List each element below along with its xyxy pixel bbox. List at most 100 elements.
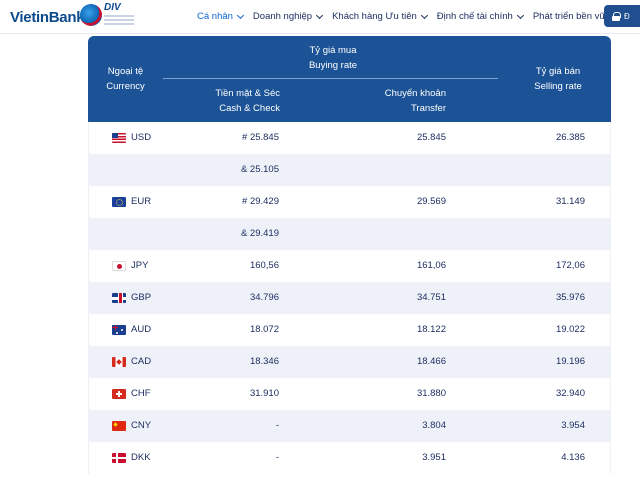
table-row: CAD 18.346 18.466 19.196 [88,346,611,378]
table-row: AUD 18.072 18.122 19.022 [88,314,611,346]
header-selling-en: Selling rate [534,81,582,92]
chevron-down-icon [316,11,324,19]
header-transfer: Chuyển khoản Transfer [338,86,446,116]
chevron-down-icon [236,11,244,19]
transfer-rate: 161,06 [416,260,446,271]
nav-item-label: Phát triển bền vững [532,11,617,22]
nav-item-label: Định chế tài chính [436,11,513,22]
table-row: & 29.419 [88,218,611,250]
header-divider [163,78,498,79]
header-transfer-vi: Chuyển khoản [384,88,446,99]
nav-item-doanh-nghiep[interactable]: Doanh nghiệp [252,11,324,22]
nav-item-phat-trien-ben-vung[interactable]: Phát triển bền vững [533,11,616,22]
table-row: GBP 34.796 34.751 35.976 [88,282,611,314]
transfer-rate: 18.122 [416,324,446,335]
jp-flag-icon [112,261,126,271]
us-flag-icon [112,133,126,143]
ch-flag-icon [112,389,126,399]
selling-rate: 172,06 [555,260,585,271]
au-flag-icon [112,325,126,335]
currency-code: EUR [131,196,152,207]
header-buying-rate: Tỷ giá mua Buying rate [238,43,428,73]
selling-rate: 26.385 [555,132,585,143]
selling-rate: 35.976 [555,292,585,303]
nav-item-label: Cá nhân [197,11,233,22]
header-cash-en: Cash & Check [219,103,280,114]
header-selling-rate: Tỷ giá bán Selling rate [508,64,608,94]
cash-rate: 18.072 [249,324,279,335]
cash-rate: 31.910 [249,388,279,399]
currency-code: CAD [131,356,152,367]
ca-flag-icon [112,357,126,367]
main-nav: Cá nhân Doanh nghiệp Khách hàng Ưu tiên … [197,11,626,22]
transfer-rate: 3.804 [422,420,446,431]
selling-rate: 32.940 [555,388,585,399]
header-currency-vi: Ngoại tệ [107,66,144,77]
nav-item-khach-hang-uu-tien[interactable]: Khách hàng Ưu tiên [332,11,428,22]
header-currency-en: Currency [106,81,145,92]
nav-item-label: Khách hàng Ưu tiên [332,11,417,22]
login-button-label: Đ [624,11,630,21]
eu-flag-icon [112,197,126,207]
transfer-rate: 25.845 [416,132,446,143]
header-buying-en: Buying rate [308,60,358,71]
selling-rate: 3.954 [561,420,585,431]
header-transfer-en: Transfer [410,103,446,114]
nav-item-label: Doanh nghiệp [252,11,313,22]
currency-code: CNY [131,420,152,431]
cn-flag-icon [112,421,126,431]
table-row: USD # 25.845 25.845 26.385 [88,122,611,154]
transfer-rate: 31.880 [416,388,446,399]
cash-rate: # 25.845 [242,132,279,143]
table-row: CNY - 3.804 3.954 [88,410,611,442]
currency-code: AUD [131,324,152,335]
table-row: JPY 160,56 161,06 172,06 [88,250,611,282]
transfer-rate: 29.569 [416,196,446,207]
cash-rate: 34.796 [249,292,279,303]
header-cash-vi: Tiền mặt & Séc [215,88,280,99]
div-badge: DIV [104,3,140,29]
exchange-rate-table: Ngoại tệ Currency Tỷ giá mua Buying rate… [88,36,611,486]
table-body: USD # 25.845 25.845 26.385 & 25.105 EUR … [88,122,611,474]
selling-rate: 19.196 [555,356,585,367]
vietinbank-logo[interactable]: VietinBank [10,9,85,26]
gb-flag-icon [112,293,126,303]
transfer-rate: 18.466 [416,356,446,367]
table-row: DKK - 3.951 4.136 [88,442,611,474]
cash-rate: 18.346 [249,356,279,367]
chevron-down-icon [516,11,524,19]
div-badge-lines [104,15,140,25]
div-badge-text: DIV [104,2,121,13]
selling-rate: 19.022 [555,324,585,335]
vietinbank-logo-icon [80,4,102,26]
table-row: & 25.105 [88,154,611,186]
nav-item-dinh-che-tai-chinh[interactable]: Định chế tài chính [436,11,524,22]
lock-icon [612,11,621,21]
chevron-down-icon [420,11,428,19]
cash-rate: - [275,452,279,463]
table-row: EUR # 29.429 29.569 31.149 [88,186,611,218]
cash-rate: & 29.419 [240,228,279,239]
header-currency: Ngoại tệ Currency [88,64,163,94]
transfer-rate: 34.751 [416,292,446,303]
selling-rate: 4.136 [561,452,585,463]
dk-flag-icon [112,453,126,463]
transfer-rate: 3.951 [422,452,446,463]
login-button[interactable]: Đ [604,5,640,27]
site-header: VietinBank DIV Cá nhân Doanh nghiệp Khác… [0,0,640,34]
currency-code: USD [131,132,152,143]
table-row: CHF 31.910 31.880 32.940 [88,378,611,410]
header-cash-check: Tiền mặt & Séc Cash & Check [198,86,280,116]
cash-rate: - [275,420,279,431]
cash-rate: & 25.105 [240,164,279,175]
header-buying-vi: Tỷ giá mua [309,45,357,56]
cash-rate: 160,56 [249,260,279,271]
header-selling-vi: Tỷ giá bán [535,66,581,77]
currency-code: GBP [131,292,152,303]
cash-rate: # 29.429 [242,196,279,207]
currency-code: JPY [131,260,149,271]
currency-code: DKK [131,452,151,463]
table-header: Ngoại tệ Currency Tỷ giá mua Buying rate… [88,36,611,122]
selling-rate: 31.149 [555,196,585,207]
nav-item-ca-nhan[interactable]: Cá nhân [197,11,244,22]
